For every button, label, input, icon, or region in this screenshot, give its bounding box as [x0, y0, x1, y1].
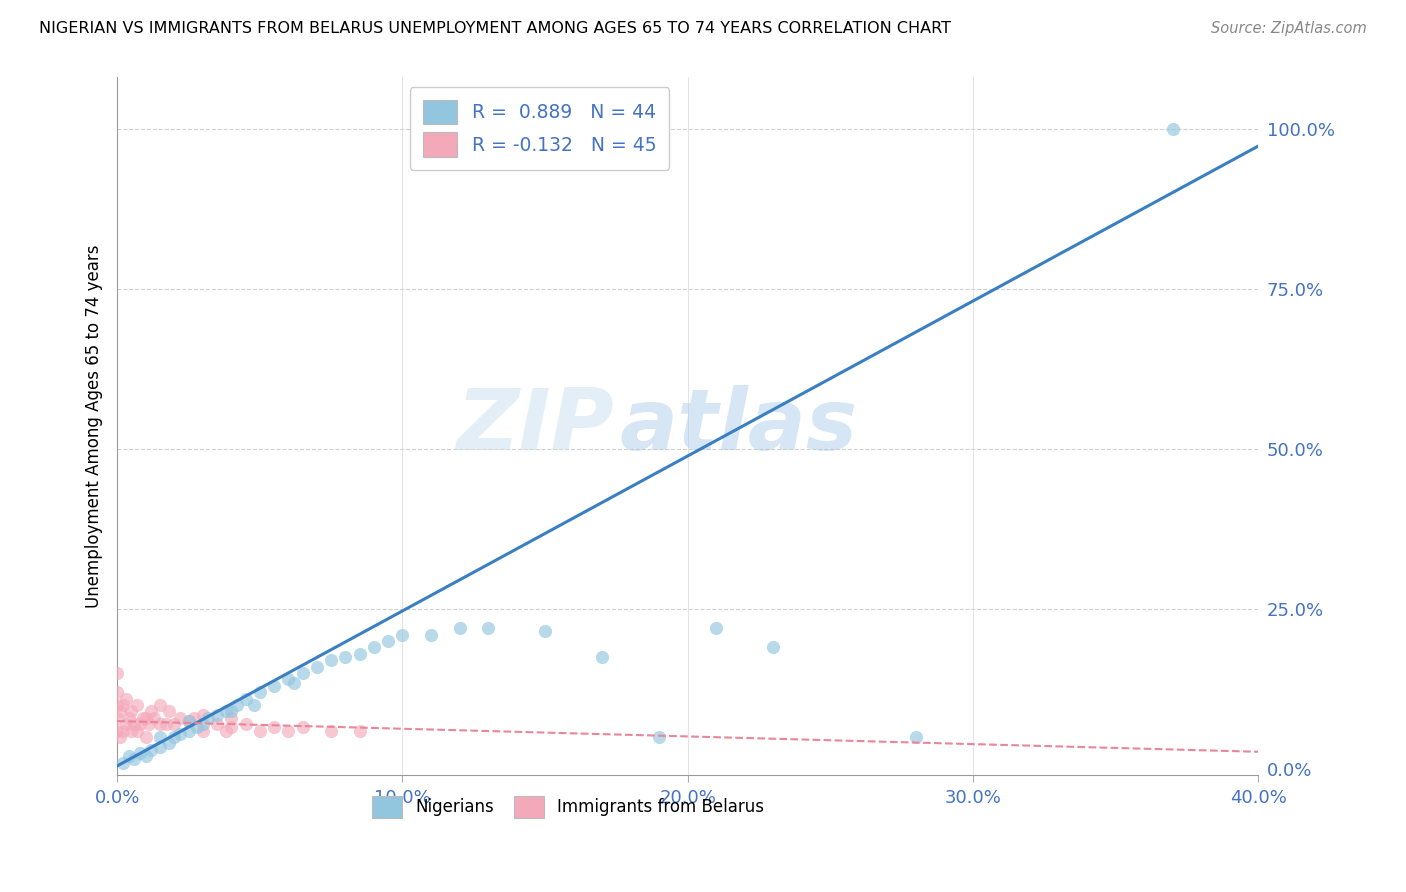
Point: [205, 717, 228, 731]
Point: [169, 711, 191, 725]
Point: [191, 723, 214, 738]
Point: [127, 723, 149, 738]
Point: [169, 727, 191, 741]
Point: [377, 634, 399, 648]
Point: [111, 756, 134, 770]
Text: NIGERIAN VS IMMIGRANTS FROM BELARUS UNEMPLOYMENT AMONG AGES 65 TO 74 YEARS CORRE: NIGERIAN VS IMMIGRANTS FROM BELARUS UNEM…: [39, 21, 952, 37]
Point: [127, 698, 149, 712]
Point: [186, 721, 208, 735]
Point: [177, 714, 200, 728]
Point: [149, 698, 172, 712]
Point: [111, 698, 134, 712]
Point: [108, 705, 131, 719]
Point: [221, 721, 243, 735]
Point: [591, 650, 613, 665]
Point: [391, 627, 413, 641]
Point: [648, 730, 671, 744]
Point: [183, 711, 205, 725]
Point: [149, 717, 172, 731]
Point: [135, 711, 157, 725]
Point: [905, 730, 928, 744]
Point: [477, 621, 499, 635]
Point: [191, 717, 214, 731]
Point: [214, 705, 236, 719]
Point: [335, 650, 357, 665]
Point: [249, 685, 271, 699]
Point: [105, 685, 128, 699]
Point: [108, 730, 131, 744]
Point: [135, 749, 157, 764]
Point: [124, 717, 146, 731]
Point: [704, 621, 727, 635]
Point: [283, 675, 305, 690]
Point: [114, 717, 136, 731]
Text: atlas: atlas: [619, 385, 858, 468]
Point: [321, 653, 343, 667]
Point: [157, 736, 180, 750]
Point: [221, 711, 243, 725]
Point: [197, 711, 219, 725]
Point: [291, 721, 314, 735]
Point: [420, 627, 443, 641]
Point: [163, 717, 186, 731]
Point: [277, 673, 299, 687]
Point: [105, 666, 128, 681]
Text: ZIP: ZIP: [456, 385, 613, 468]
Point: [226, 698, 249, 712]
Point: [449, 621, 471, 635]
Point: [111, 723, 134, 738]
Point: [291, 666, 314, 681]
Y-axis label: Unemployment Among Ages 65 to 74 years: Unemployment Among Ages 65 to 74 years: [86, 244, 103, 608]
Point: [141, 705, 163, 719]
Point: [120, 705, 142, 719]
Point: [321, 723, 343, 738]
Point: [149, 739, 172, 754]
Point: [762, 640, 785, 655]
Point: [149, 730, 172, 744]
Point: [155, 717, 177, 731]
Point: [349, 647, 371, 661]
Point: [141, 743, 163, 757]
Point: [129, 717, 152, 731]
Point: [277, 723, 299, 738]
Point: [263, 679, 285, 693]
Point: [157, 705, 180, 719]
Point: [205, 707, 228, 722]
Point: [114, 691, 136, 706]
Point: [129, 746, 152, 760]
Point: [1161, 121, 1184, 136]
Point: [105, 711, 128, 725]
Point: [105, 698, 128, 712]
Point: [263, 721, 285, 735]
Point: [191, 707, 214, 722]
Point: [135, 730, 157, 744]
Point: [117, 749, 139, 764]
Point: [235, 717, 257, 731]
Point: [249, 723, 271, 738]
Point: [305, 659, 328, 673]
Point: [363, 640, 385, 655]
Point: [120, 723, 142, 738]
Point: [138, 717, 160, 731]
Point: [105, 723, 128, 738]
Point: [235, 691, 257, 706]
Point: [124, 752, 146, 766]
Text: Source: ZipAtlas.com: Source: ZipAtlas.com: [1211, 21, 1367, 37]
Point: [534, 624, 557, 639]
Point: [132, 711, 155, 725]
Point: [177, 714, 200, 728]
Point: [117, 711, 139, 725]
Legend: Nigerians, Immigrants from Belarus: Nigerians, Immigrants from Belarus: [366, 789, 770, 824]
Point: [163, 730, 186, 744]
Point: [221, 705, 243, 719]
Point: [177, 723, 200, 738]
Point: [214, 723, 236, 738]
Point: [243, 698, 266, 712]
Point: [349, 723, 371, 738]
Point: [143, 711, 166, 725]
